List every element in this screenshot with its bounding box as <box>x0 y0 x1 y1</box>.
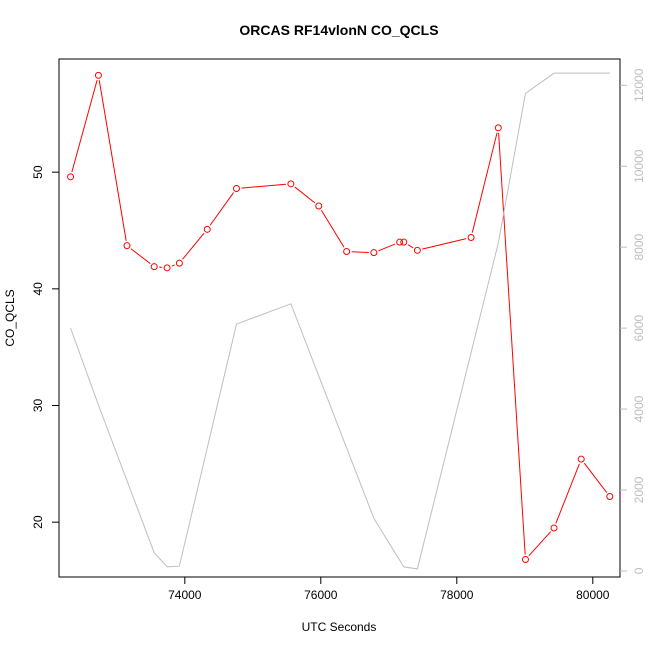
y2-tick-label: 4000 <box>632 395 646 422</box>
y2-tick-label: 8000 <box>632 234 646 261</box>
data-point <box>123 242 131 250</box>
y-axis-label: CO_QCLS <box>3 289 17 346</box>
series-segment-left <box>378 243 396 252</box>
series-segment-left <box>583 462 608 493</box>
y-tick-label: 30 <box>31 399 45 413</box>
y-tick-label: 20 <box>31 515 45 529</box>
axes: 74000 76000 78000 80000 20 30 40 50 0 2000 4000 600… <box>31 68 646 602</box>
series-segment-left <box>471 132 498 233</box>
data-point <box>150 263 158 271</box>
data-point <box>315 202 323 210</box>
series-segment-left <box>241 183 286 189</box>
data-point <box>287 180 295 188</box>
y2-tick-label: 0 <box>632 567 646 574</box>
y2-tick-label: 12000 <box>632 68 646 102</box>
data-point <box>232 185 240 192</box>
series-segment-left <box>294 186 316 204</box>
y2-tick-label: 2000 <box>632 476 646 503</box>
series-segment-left <box>498 132 526 555</box>
y-tick-label: 50 <box>31 165 45 179</box>
data-point <box>343 248 351 255</box>
data-point <box>550 524 558 532</box>
data-point <box>467 234 475 241</box>
x-tick-label: 76000 <box>304 588 338 602</box>
data-point <box>577 455 585 463</box>
data-point <box>396 238 404 246</box>
data-point <box>370 249 378 257</box>
series-segment-left <box>407 244 414 249</box>
series-segment-left <box>130 248 151 265</box>
series-segment-left <box>71 80 98 173</box>
y2-tick-label: 6000 <box>632 314 646 341</box>
series-segment-left <box>209 192 234 226</box>
series-segment-left <box>171 264 175 267</box>
data-point <box>400 238 408 246</box>
data-point <box>606 493 614 500</box>
data-point <box>494 124 502 132</box>
series-layer <box>67 71 614 570</box>
data-point <box>175 259 183 267</box>
series-segment-left <box>182 232 205 260</box>
series-segment-left <box>98 80 127 241</box>
data-point <box>163 264 171 272</box>
series-segment-left <box>351 251 369 253</box>
x-tick-label: 74000 <box>168 588 202 602</box>
data-point <box>203 225 211 233</box>
series-segment-left <box>528 531 552 557</box>
series-segment-left <box>422 238 467 250</box>
x-tick-label: 78000 <box>440 588 474 602</box>
x-axis-label: UTC Seconds <box>302 620 377 634</box>
y-tick-label: 40 <box>31 282 45 296</box>
plot-frame <box>58 58 621 578</box>
series-segment-left <box>555 463 580 524</box>
data-point <box>521 556 529 563</box>
data-point <box>94 71 102 79</box>
series-line-right <box>70 72 610 570</box>
x-tick-label: 80000 <box>576 588 610 602</box>
data-point <box>413 246 421 254</box>
chart-title: ORCAS RF14vlonN CO_QCLS <box>239 22 438 38</box>
data-point <box>67 173 75 181</box>
series-segment-left <box>320 210 345 248</box>
y2-tick-label: 10000 <box>632 149 646 183</box>
